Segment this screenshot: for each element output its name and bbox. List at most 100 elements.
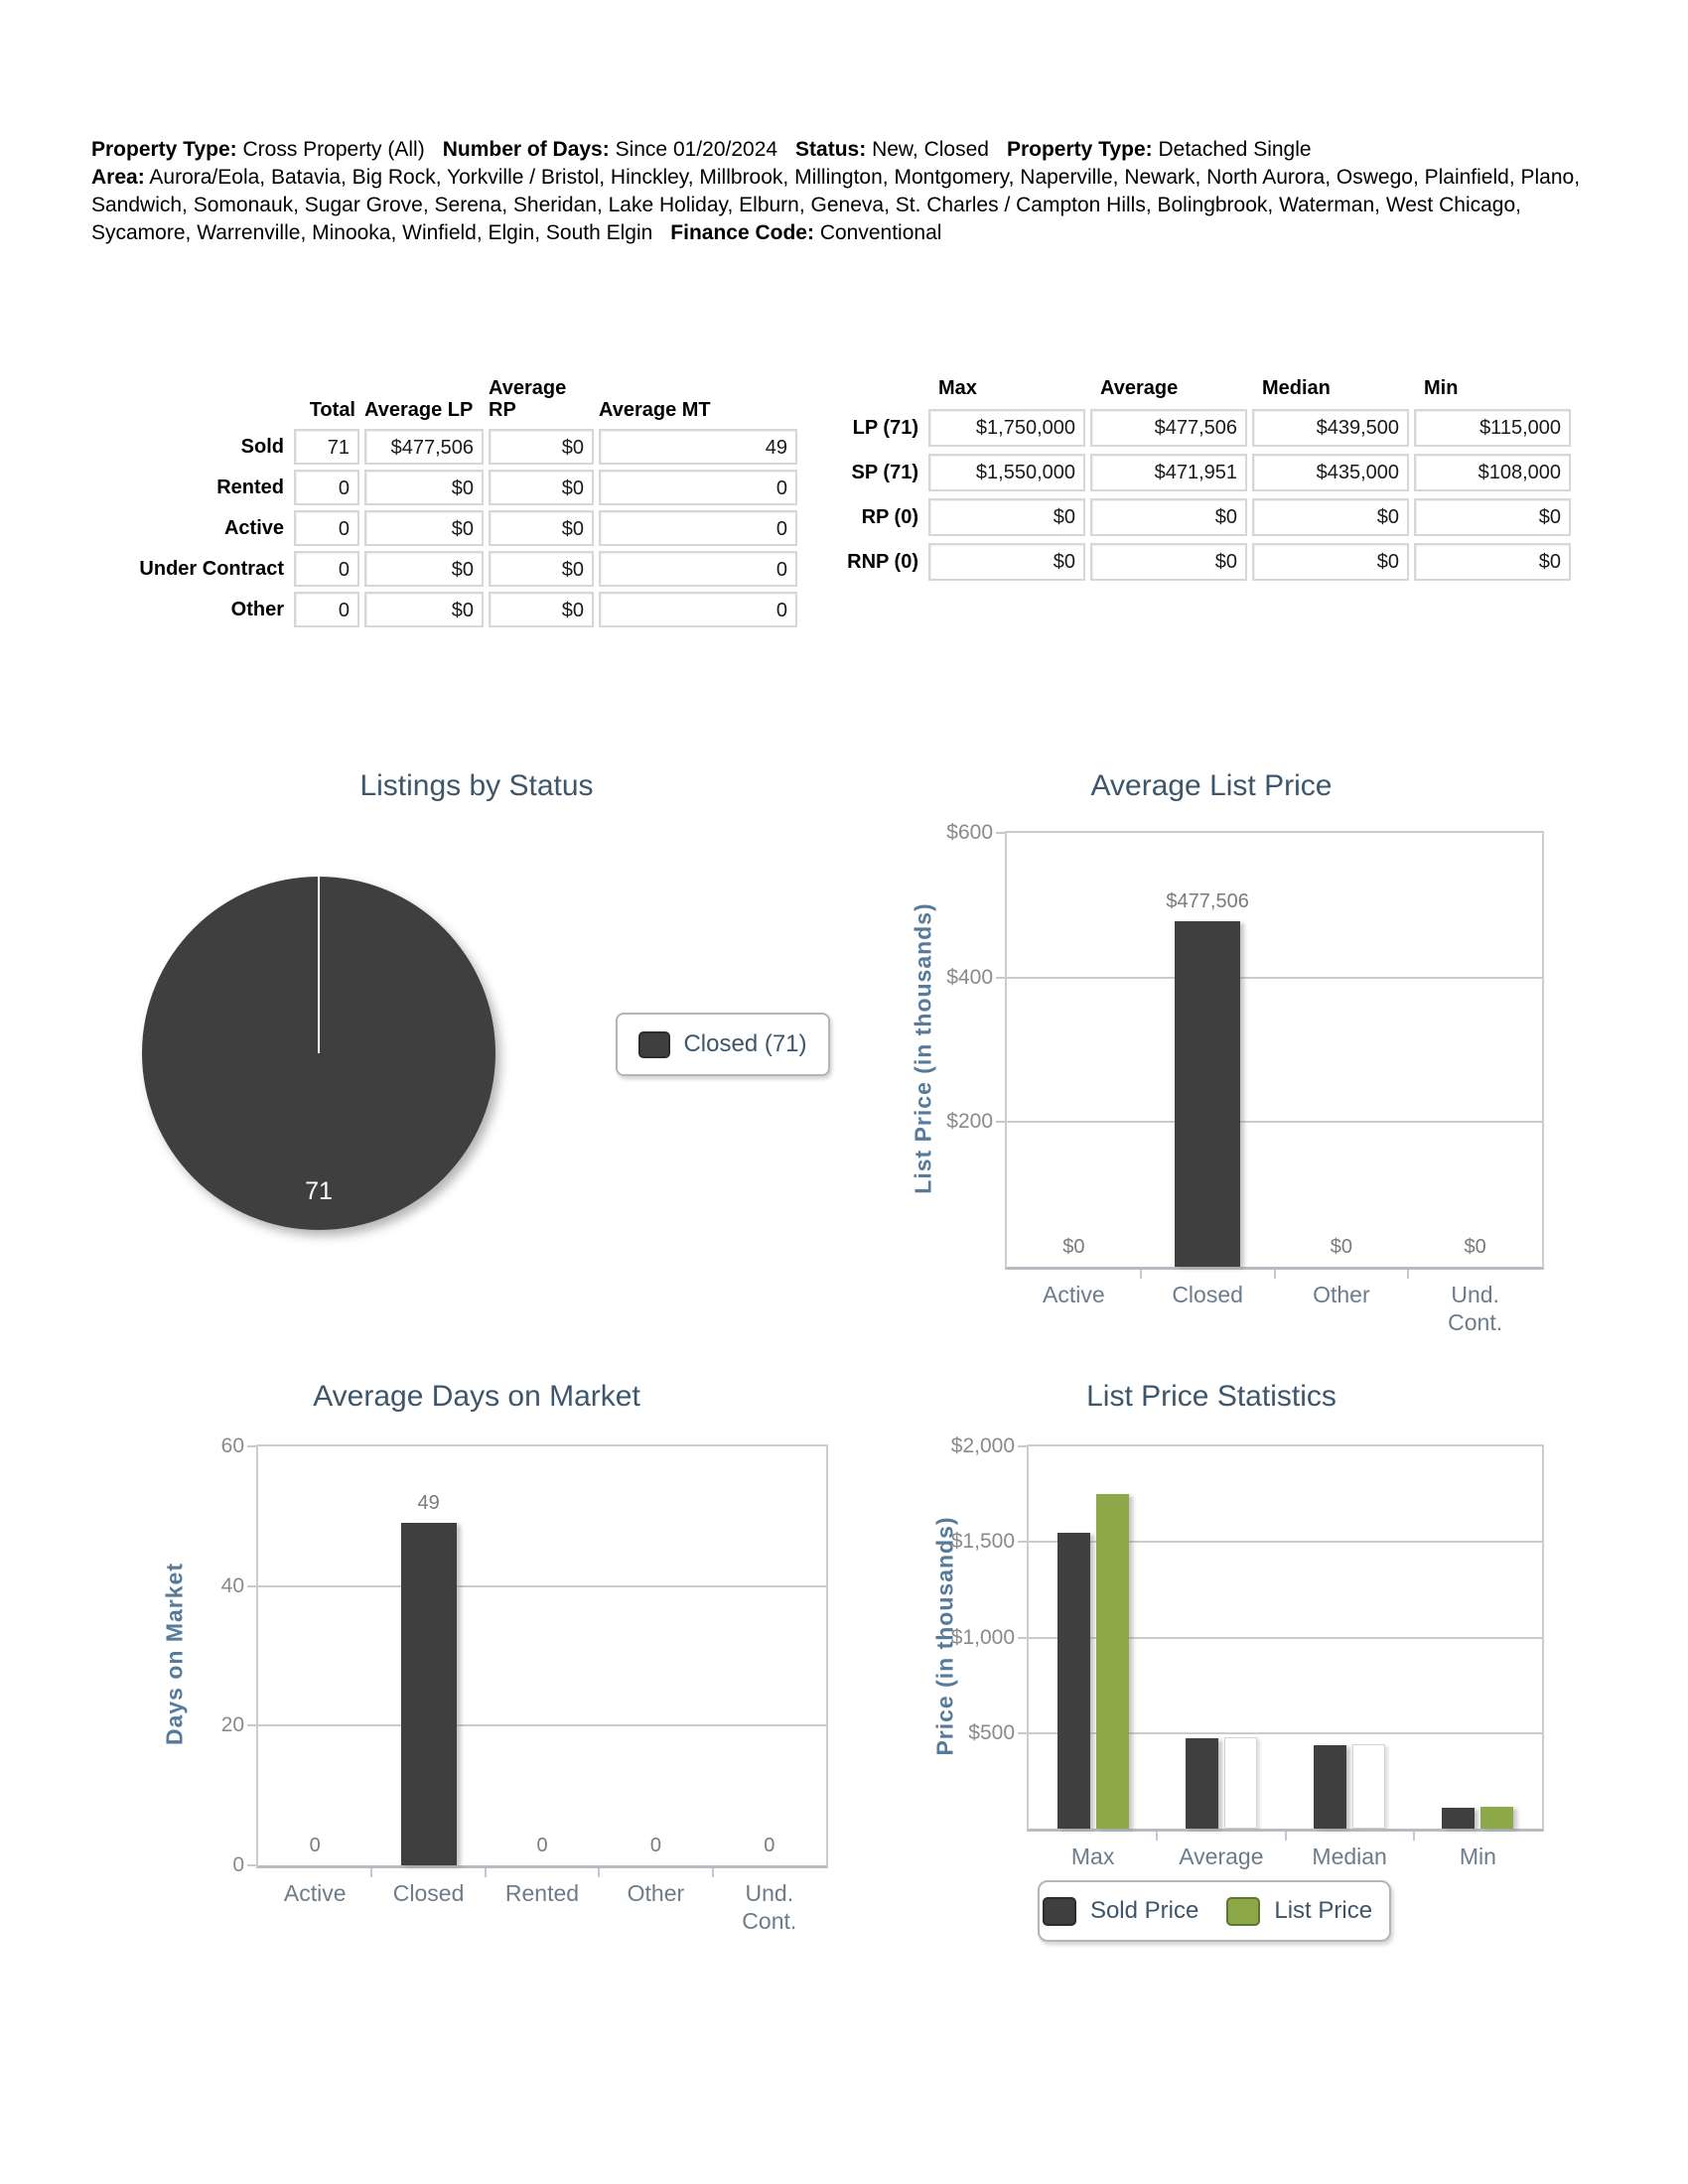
pie-slice-value: 71 bbox=[305, 1177, 333, 1205]
stat-value-sp-71-median: $435,000 bbox=[1252, 454, 1409, 491]
bar-value-und-cont: $0 bbox=[1464, 1236, 1486, 1258]
stat-value-lp-71-average: $477,506 bbox=[1090, 409, 1247, 447]
criterion-finance-code: Finance Code: Conventional bbox=[670, 221, 941, 244]
y-tick-label: $1,000 bbox=[950, 1625, 1015, 1649]
column-header-average-mt: Average MT bbox=[599, 399, 711, 421]
bar-sold-price-max bbox=[1056, 1532, 1090, 1829]
bar-list-price-max bbox=[1095, 1494, 1129, 1829]
stat-value-rp-0-min: $0 bbox=[1414, 498, 1571, 536]
x-tick-mark bbox=[1139, 1270, 1142, 1279]
bar-list-price-min bbox=[1480, 1806, 1514, 1829]
row-label-active: Active bbox=[223, 516, 284, 539]
y-tick-mark bbox=[247, 1584, 256, 1587]
stat-value-sp-71-average: $471,951 bbox=[1090, 454, 1247, 491]
criterion-property-type-2: Property Type: Detached Single bbox=[1007, 138, 1312, 161]
criterion-area: Area: Aurora/Eola, Batavia, Big Rock, Yo… bbox=[91, 166, 1580, 244]
gridline-500 bbox=[1029, 1731, 1542, 1734]
y-tick-label: 0 bbox=[232, 1853, 244, 1876]
y-tick-label: $600 bbox=[946, 821, 993, 844]
sold-price-swatch bbox=[1042, 1896, 1076, 1926]
bar-sold-price-min bbox=[1442, 1808, 1476, 1829]
stat-value-under-contract-average-rp: $0 bbox=[489, 551, 594, 587]
stat-value-lp-71-max: $1,750,000 bbox=[928, 409, 1085, 447]
x-label-max: Max bbox=[1070, 1843, 1115, 1869]
y-tick-label: 40 bbox=[220, 1573, 244, 1597]
y-tick-label: $1,500 bbox=[950, 1530, 1015, 1554]
y-tick-mark bbox=[1018, 1731, 1027, 1734]
gridline-1-000 bbox=[1029, 1636, 1542, 1639]
list-price-statistics-chart: List Price Statistics Price (in thousand… bbox=[864, 1380, 1559, 2005]
report-criteria: Property Type: Cross Property (All) Numbe… bbox=[91, 136, 1581, 247]
x-label-median: Median bbox=[1312, 1843, 1387, 1869]
stat-value-rented-average-lp: $0 bbox=[364, 470, 484, 505]
y-tick-mark bbox=[1018, 1445, 1027, 1447]
y-tick-mark bbox=[996, 976, 1005, 979]
pie-closed-slice: 71 bbox=[142, 877, 495, 1230]
stat-value-other-average-lp: $0 bbox=[364, 592, 484, 627]
bar-closed bbox=[1175, 921, 1241, 1267]
stat-value-sp-71-max: $1,550,000 bbox=[928, 454, 1085, 491]
stat-value-other-total: 0 bbox=[294, 592, 359, 627]
bar-value-closed: $477,506 bbox=[1166, 890, 1249, 913]
stat-value-sold-average-rp: $0 bbox=[489, 429, 594, 465]
stat-value-lp-71-median: $439,500 bbox=[1252, 409, 1409, 447]
plot-area: $600 $400 $200 Active $0 Closed $477,506 Other $… bbox=[946, 821, 1544, 1335]
bar-closed bbox=[400, 1523, 457, 1865]
stat-value-sold-average-lp: $477,506 bbox=[364, 429, 484, 465]
pie-slice-divider bbox=[318, 877, 320, 1053]
average-days-on-market-chart: Average Days on Market Days on Market 60… bbox=[119, 1380, 834, 2005]
x-label-closed: Closed bbox=[392, 1880, 465, 1906]
y-tick-mark bbox=[247, 1724, 256, 1727]
x-label-other: Other bbox=[627, 1880, 685, 1906]
stat-value-active-average-mt: 0 bbox=[599, 510, 797, 546]
criterion-label: Property Type: bbox=[1006, 138, 1153, 161]
list-price-swatch bbox=[1226, 1896, 1261, 1926]
stat-value-rented-average-rp: $0 bbox=[489, 470, 594, 505]
stat-value-under-contract-average-mt: 0 bbox=[599, 551, 797, 587]
legend-label: Closed (71) bbox=[683, 1030, 807, 1057]
x-tick-mark bbox=[1156, 1832, 1159, 1841]
x-label-active: Active bbox=[1043, 1282, 1105, 1307]
gridline-20 bbox=[258, 1724, 826, 1727]
y-tick-label: $2,000 bbox=[950, 1434, 1015, 1457]
y-tick-label: 20 bbox=[220, 1713, 244, 1737]
chart-title: List Price Statistics bbox=[1086, 1380, 1336, 1413]
y-tick-mark bbox=[996, 1121, 1005, 1124]
criterion-value: Since 01/20/2024 bbox=[615, 138, 778, 161]
gridline-40 bbox=[258, 1584, 826, 1587]
bar-value-other: $0 bbox=[1330, 1236, 1352, 1258]
x-tick-mark bbox=[1412, 1832, 1415, 1841]
y-tick-mark bbox=[1018, 1541, 1027, 1544]
criterion-status: Status: New, Closed bbox=[795, 138, 989, 161]
y-tick-mark bbox=[247, 1864, 256, 1866]
criterion-label: Number of Days: bbox=[442, 138, 610, 161]
criterion-value: Cross Property (All) bbox=[242, 138, 425, 161]
chart-title: Average List Price bbox=[1090, 769, 1333, 802]
criterion-property-type: Property Type: Cross Property (All) bbox=[91, 138, 425, 161]
bar-value-active: $0 bbox=[1062, 1236, 1085, 1258]
x-label-average: Average bbox=[1179, 1843, 1264, 1869]
stat-value-under-contract-average-lp: $0 bbox=[364, 551, 484, 587]
stat-value-sold-average-mt: 49 bbox=[599, 429, 797, 465]
legend: Sold Price List Price bbox=[1038, 1880, 1391, 1942]
y-tick-label: $200 bbox=[946, 1110, 993, 1134]
column-header-average-rp: Average RP bbox=[489, 377, 567, 421]
stat-value-lp-71-min: $115,000 bbox=[1414, 409, 1571, 447]
gridline-1-500 bbox=[1029, 1541, 1542, 1544]
criterion-value: Detached Single bbox=[1158, 138, 1312, 161]
stat-value-active-average-rp: $0 bbox=[489, 510, 594, 546]
criterion-number-of-days: Number of Days: Since 01/20/2024 bbox=[443, 138, 777, 161]
status-totals-table: Total Average LP Average RP Average MT Sold 7… bbox=[94, 377, 797, 627]
stat-value-rented-total: 0 bbox=[294, 470, 359, 505]
price-statistics-table: Max Average Median Min LP (71) $1,750,000 $477… bbox=[824, 377, 1571, 581]
x-label-other: Other bbox=[1313, 1282, 1370, 1307]
x-tick-mark bbox=[1273, 1270, 1276, 1279]
x-tick-mark bbox=[484, 1868, 487, 1877]
x-label-und-cont: Und. Cont. bbox=[1448, 1282, 1503, 1335]
bar-value-rented: 0 bbox=[536, 1835, 548, 1856]
criterion-label: Finance Code: bbox=[670, 221, 814, 244]
row-label-rented: Rented bbox=[216, 476, 284, 498]
stat-value-rnp-0-max: $0 bbox=[928, 543, 1085, 581]
corner-spacer bbox=[824, 377, 923, 402]
